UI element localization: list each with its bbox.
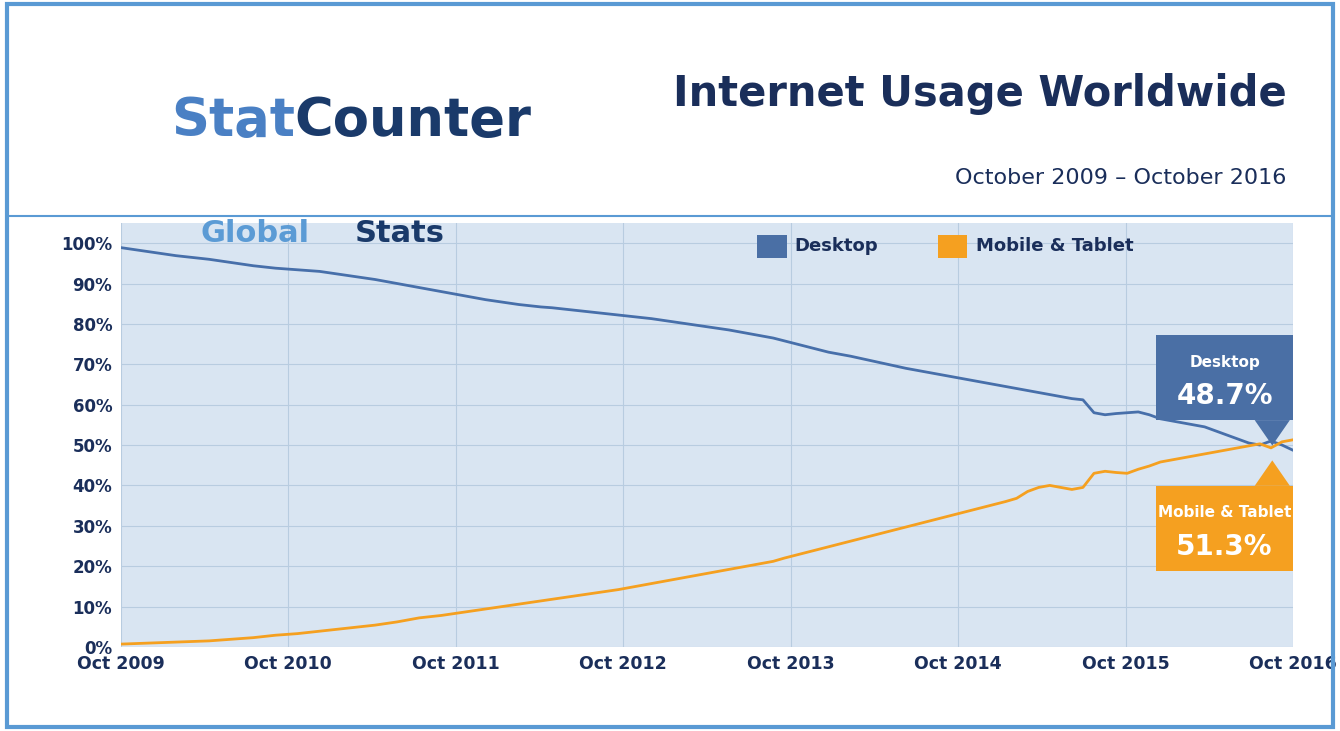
Polygon shape xyxy=(1254,461,1290,486)
FancyBboxPatch shape xyxy=(1156,486,1293,571)
Text: Stat: Stat xyxy=(170,95,295,147)
Text: Desktop: Desktop xyxy=(1189,355,1260,370)
Text: Mobile & Tablet: Mobile & Tablet xyxy=(1158,505,1292,520)
Polygon shape xyxy=(1254,420,1290,445)
Text: 48.7%: 48.7% xyxy=(1177,382,1273,410)
Text: Global: Global xyxy=(201,219,310,249)
Text: Internet Usage Worldwide: Internet Usage Worldwide xyxy=(673,73,1286,115)
Text: Counter: Counter xyxy=(295,95,532,147)
FancyBboxPatch shape xyxy=(1156,336,1293,420)
Text: Mobile & Tablet: Mobile & Tablet xyxy=(976,238,1134,255)
Text: 51.3%: 51.3% xyxy=(1177,533,1273,561)
Text: Desktop: Desktop xyxy=(795,238,878,255)
Text: Stats: Stats xyxy=(355,219,445,249)
Text: October 2009 – October 2016: October 2009 – October 2016 xyxy=(955,168,1286,188)
